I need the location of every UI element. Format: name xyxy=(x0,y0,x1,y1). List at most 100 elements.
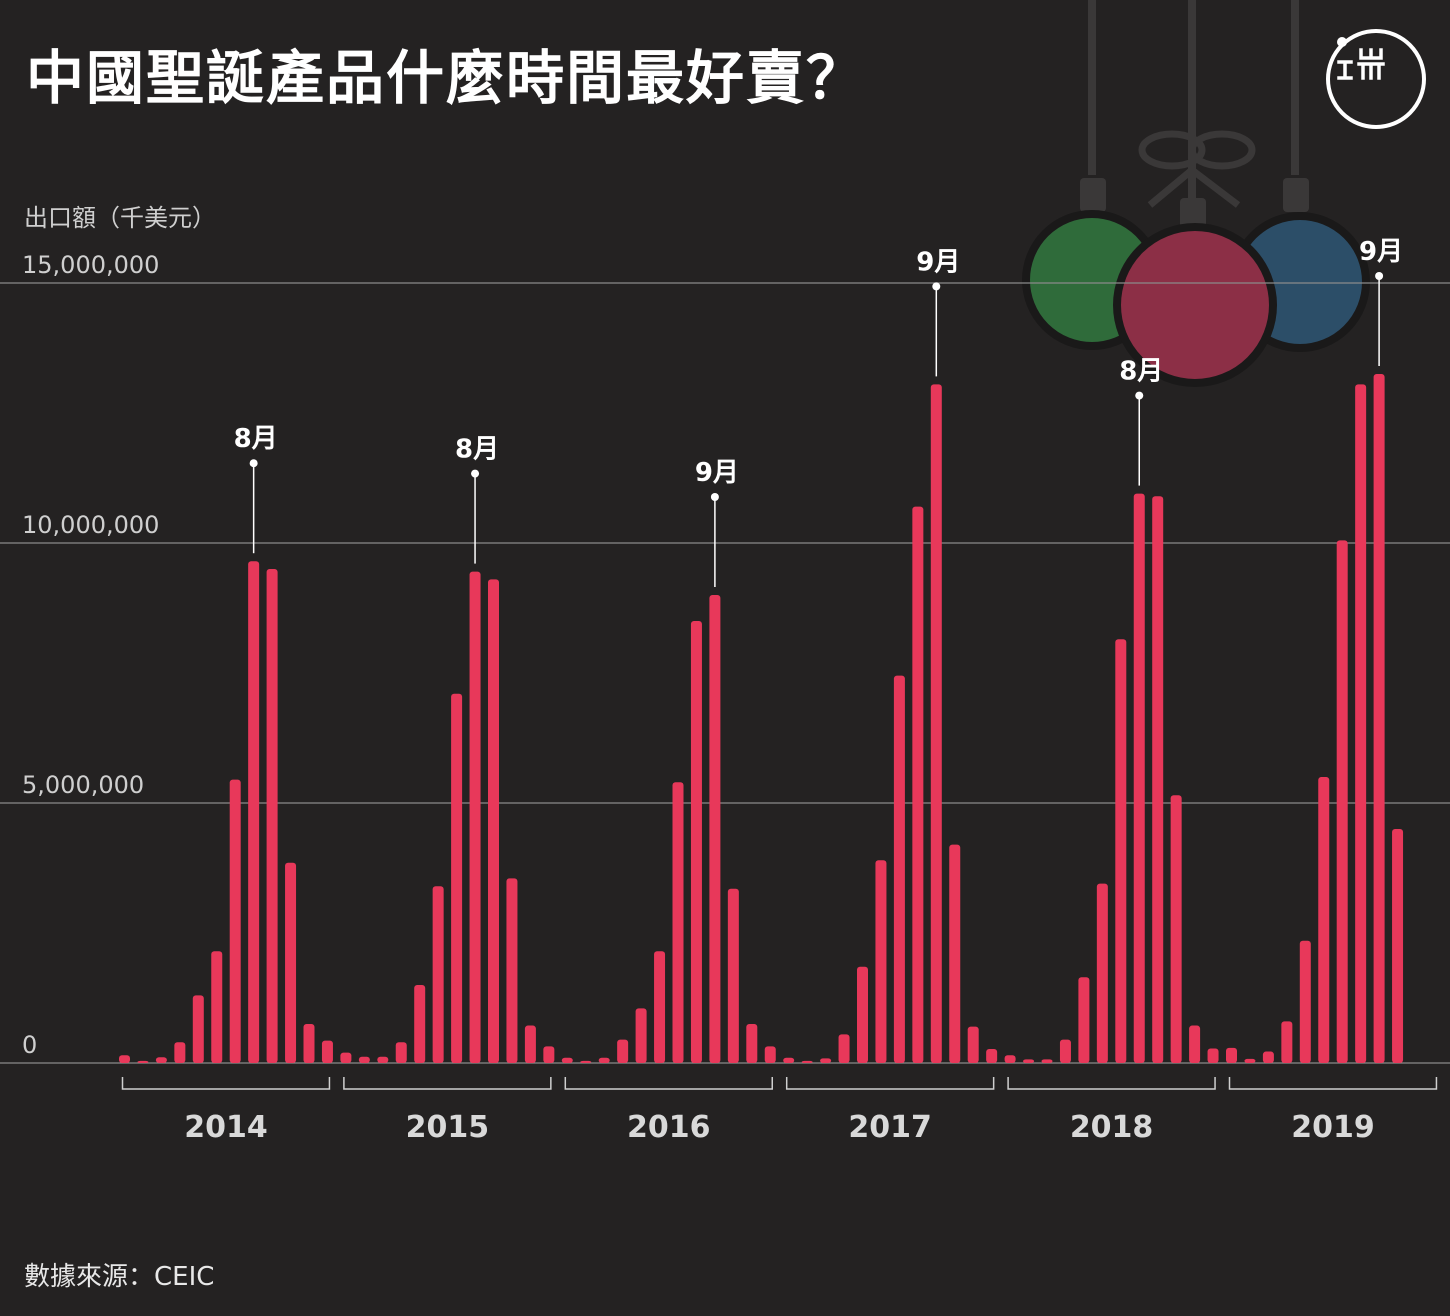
x-tick-label: 2019 xyxy=(1291,1110,1375,1145)
x-axis: 2014 2015 2016 2017 2018 2019 xyxy=(121,1077,1438,1145)
bar xyxy=(1023,1059,1035,1063)
bar xyxy=(358,1056,370,1063)
bar xyxy=(543,1046,555,1063)
initium-logo-icon xyxy=(1326,29,1426,129)
bar xyxy=(1170,795,1182,1063)
bar xyxy=(801,1060,813,1063)
annotation-dot xyxy=(1135,391,1144,400)
bar xyxy=(506,878,518,1063)
page-title: 中國聖誕產品什麼時間最好賣？ xyxy=(26,44,867,112)
bar xyxy=(598,1057,610,1063)
bar xyxy=(838,1034,850,1063)
bar xyxy=(1392,829,1404,1063)
bar xyxy=(340,1052,352,1063)
x-tick-label: 2016 xyxy=(627,1110,711,1145)
bar xyxy=(155,1057,167,1063)
annotation-dot xyxy=(249,459,258,468)
bar xyxy=(285,862,297,1063)
bar xyxy=(986,1048,998,1063)
bar xyxy=(1262,1051,1274,1063)
bar xyxy=(229,779,241,1063)
bar xyxy=(211,951,223,1063)
annotation-label: 8月 xyxy=(234,424,278,454)
bar xyxy=(1207,1048,1219,1063)
bar xyxy=(1373,374,1385,1063)
bar-series xyxy=(119,374,1404,1064)
annotation-label: 9月 xyxy=(1359,237,1403,267)
bar xyxy=(1041,1059,1053,1063)
bar xyxy=(1355,384,1367,1063)
annotation-dot xyxy=(471,469,480,478)
year-bracket xyxy=(343,1077,552,1090)
bar xyxy=(377,1056,389,1063)
x-tick-label: 2018 xyxy=(1070,1110,1154,1145)
bar xyxy=(395,1042,407,1063)
annotation-label: 9月 xyxy=(695,458,739,488)
bar xyxy=(1078,977,1090,1063)
annotation-label: 8月 xyxy=(455,435,499,465)
bar xyxy=(432,886,444,1063)
bar xyxy=(1133,493,1145,1064)
bar xyxy=(654,951,666,1063)
bar xyxy=(524,1025,536,1063)
bar xyxy=(672,782,684,1063)
year-bracket xyxy=(1228,1077,1438,1090)
x-tick-label: 2015 xyxy=(406,1110,490,1145)
bar xyxy=(321,1040,333,1063)
annotation-dot xyxy=(1375,272,1384,280)
bar xyxy=(1281,1021,1293,1063)
bar xyxy=(1336,540,1348,1063)
bar xyxy=(248,561,260,1063)
bar xyxy=(303,1024,315,1063)
bar xyxy=(746,1024,758,1063)
bar xyxy=(1059,1039,1071,1063)
peak-annotations: 8月 8月 9月 9月 8月 9月 xyxy=(234,237,1403,587)
bar xyxy=(783,1057,795,1063)
y-tick-label: 10,000,000 xyxy=(22,511,159,539)
bar xyxy=(1115,639,1127,1063)
bar xyxy=(967,1026,979,1063)
gridlines xyxy=(0,282,1450,1064)
year-bracket xyxy=(121,1077,331,1090)
year-bracket xyxy=(564,1077,773,1090)
annotation-label: 8月 xyxy=(1119,357,1163,387)
bar xyxy=(875,860,887,1063)
bar xyxy=(764,1046,776,1063)
bar xyxy=(949,844,961,1063)
bar xyxy=(1226,1047,1237,1063)
bar xyxy=(1318,777,1330,1063)
data-source: 數據來源：CEIC xyxy=(24,1262,215,1292)
annotation-dot xyxy=(932,282,941,291)
y-tick-label: 15,000,000 xyxy=(22,251,159,279)
bar xyxy=(469,571,481,1063)
bar xyxy=(580,1060,592,1063)
bar xyxy=(137,1060,149,1063)
bar xyxy=(451,693,463,1063)
bar xyxy=(617,1039,629,1063)
bar xyxy=(1189,1025,1201,1063)
bar xyxy=(1152,496,1164,1063)
bar xyxy=(912,506,924,1064)
christmas-ornaments-decoration xyxy=(1022,0,1370,387)
y-axis-ticks: 0 5,000,000 10,000,000 15,000,000 xyxy=(22,251,159,1059)
bar xyxy=(1299,940,1311,1063)
y-tick-label: 5,000,000 xyxy=(22,771,144,799)
bar xyxy=(1096,883,1108,1063)
bar xyxy=(709,595,721,1063)
bar xyxy=(1004,1055,1016,1063)
bar xyxy=(266,569,278,1063)
bar xyxy=(192,995,204,1063)
bar xyxy=(727,888,739,1063)
bar xyxy=(174,1042,186,1063)
bar xyxy=(414,985,426,1063)
bar xyxy=(690,621,702,1063)
bar xyxy=(893,675,905,1063)
x-tick-label: 2014 xyxy=(184,1110,268,1145)
bar xyxy=(930,384,942,1063)
y-axis-title: 出口額（千美元） xyxy=(24,204,216,232)
bar xyxy=(820,1058,832,1063)
bar xyxy=(635,1008,647,1063)
bar xyxy=(1244,1058,1256,1063)
